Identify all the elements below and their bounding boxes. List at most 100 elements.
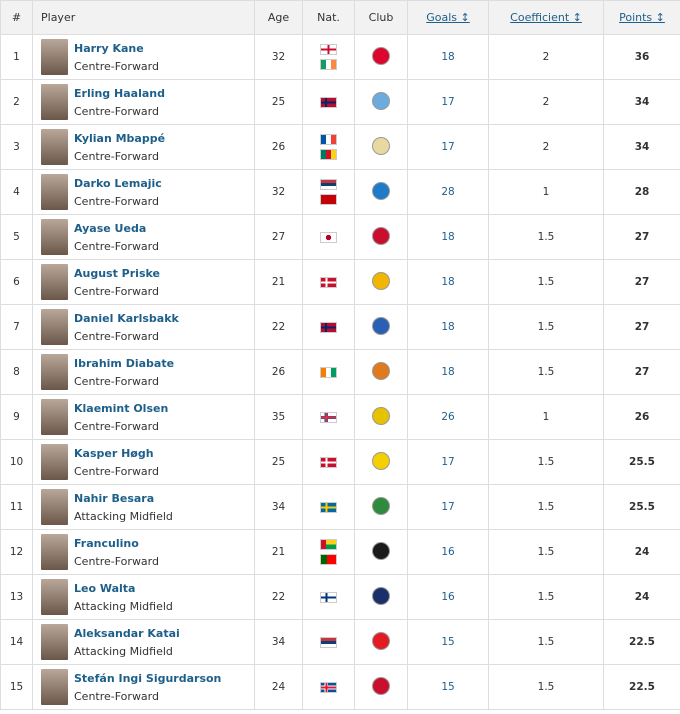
player-name-link[interactable]: Ibrahim Diabate xyxy=(74,356,175,370)
header-player: Player xyxy=(32,0,255,35)
table-row: 6 August Priske Centre-Forward 21 18 1.5 … xyxy=(0,259,680,305)
goals[interactable]: 17 xyxy=(407,79,489,125)
club-logo-icon[interactable] xyxy=(372,631,390,650)
points: 34 xyxy=(603,124,680,170)
player-name-link[interactable]: August Priske xyxy=(74,266,160,280)
flag-nor-icon xyxy=(320,321,337,333)
coefficient: 2 xyxy=(488,79,604,125)
club-logo-icon[interactable] xyxy=(372,406,390,425)
club-logo-icon[interactable] xyxy=(372,136,390,155)
flag-jpn-icon xyxy=(320,231,337,243)
player-name-link[interactable]: Harry Kane xyxy=(74,41,144,55)
sort-goals-button[interactable]: Goals ↕ xyxy=(407,0,489,35)
goals[interactable]: 18 xyxy=(407,304,489,350)
rank: 3 xyxy=(0,124,33,170)
player-name-link[interactable]: Aleksandar Katai xyxy=(74,626,180,640)
player-name-link[interactable]: Daniel Karlsbakk xyxy=(74,311,179,325)
player-name-link[interactable]: Erling Haaland xyxy=(74,86,165,100)
club-logo-icon[interactable] xyxy=(372,361,390,380)
goals[interactable]: 18 xyxy=(407,349,489,395)
coefficient: 1.5 xyxy=(488,664,604,710)
player-position: Centre-Forward xyxy=(74,59,159,73)
player-name-link[interactable]: Klaemint Olsen xyxy=(74,401,169,415)
player-name-link[interactable]: Ayase Ueda xyxy=(74,221,147,235)
goals[interactable]: 15 xyxy=(407,619,489,665)
table-row: 14 Aleksandar Katai Attacking Midfield 34… xyxy=(0,619,680,665)
rank: 6 xyxy=(0,259,33,305)
points: 27 xyxy=(603,349,680,395)
club-logo-icon[interactable] xyxy=(372,496,390,515)
player-position: Centre-Forward xyxy=(74,194,159,208)
player-name-link[interactable]: Stefán Ingi Sigurdarson xyxy=(74,671,222,685)
nationality-flags xyxy=(303,366,354,378)
player-photo xyxy=(41,39,68,75)
goals[interactable]: 16 xyxy=(407,574,489,620)
club-logo-icon[interactable] xyxy=(372,46,390,65)
rank: 15 xyxy=(0,664,33,710)
points: 34 xyxy=(603,79,680,125)
table-row: 3 Kylian Mbappé Centre-Forward 26 17 2 34 xyxy=(0,124,680,170)
table-row: 5 Ayase Ueda Centre-Forward 27 18 1.5 27 xyxy=(0,214,680,260)
goals[interactable]: 18 xyxy=(407,259,489,305)
flag-por-icon xyxy=(320,554,337,565)
club-logo-icon[interactable] xyxy=(372,271,390,290)
table-row: 12 Franculino Centre-Forward 21 16 1.5 24 xyxy=(0,529,680,575)
nationality-flags xyxy=(303,456,354,468)
flag-cmr-icon xyxy=(320,149,337,160)
nationality-flags xyxy=(303,501,354,513)
points: 27 xyxy=(603,304,680,350)
goals[interactable]: 17 xyxy=(407,439,489,485)
coefficient: 1.5 xyxy=(488,439,604,485)
age: 24 xyxy=(254,664,303,710)
goals[interactable]: 15 xyxy=(407,664,489,710)
nationality-flags xyxy=(303,231,354,243)
club-logo-icon[interactable] xyxy=(372,541,390,560)
sort-coefficient-button[interactable]: Coefficient ↕ xyxy=(488,0,604,35)
club-logo-icon[interactable] xyxy=(372,226,390,245)
player-photo xyxy=(41,354,68,390)
player-name-link[interactable]: Franculino xyxy=(74,536,139,550)
age: 34 xyxy=(254,619,303,665)
goals[interactable]: 26 xyxy=(407,394,489,440)
club-logo-icon[interactable] xyxy=(372,181,390,200)
club-logo-icon[interactable] xyxy=(372,316,390,335)
flag-irl-icon xyxy=(320,59,337,70)
goals[interactable]: 16 xyxy=(407,529,489,575)
rank: 4 xyxy=(0,169,33,215)
rank: 10 xyxy=(0,439,33,485)
goals[interactable]: 18 xyxy=(407,214,489,260)
nationality-flags xyxy=(303,681,354,693)
rank: 12 xyxy=(0,529,33,575)
player-position: Centre-Forward xyxy=(74,329,159,343)
player-name-link[interactable]: Nahir Besara xyxy=(74,491,155,505)
table-row: 2 Erling Haaland Centre-Forward 25 17 2 3… xyxy=(0,79,680,125)
goals[interactable]: 18 xyxy=(407,34,489,80)
player-name-link[interactable]: Kylian Mbappé xyxy=(74,131,166,145)
player-name-link[interactable]: Leo Walta xyxy=(74,581,136,595)
flag-isl-icon xyxy=(320,681,337,693)
sort-points-button[interactable]: Points ↕ xyxy=(603,0,680,35)
player-name-link[interactable]: Kasper Høgh xyxy=(74,446,154,460)
age: 32 xyxy=(254,169,303,215)
player-photo xyxy=(41,129,68,165)
goals[interactable]: 28 xyxy=(407,169,489,215)
player-photo xyxy=(41,264,68,300)
goals[interactable]: 17 xyxy=(407,484,489,530)
club-logo-icon[interactable] xyxy=(372,451,390,470)
player-photo xyxy=(41,534,68,570)
player-name-link[interactable]: Darko Lemajic xyxy=(74,176,162,190)
age: 34 xyxy=(254,484,303,530)
rank: 9 xyxy=(0,394,33,440)
flag-fra-icon xyxy=(320,134,337,145)
club-logo-icon[interactable] xyxy=(372,91,390,110)
club-logo-icon[interactable] xyxy=(372,586,390,605)
flag-nor-icon xyxy=(320,96,337,108)
player-photo xyxy=(41,219,68,255)
player-position: Attacking Midfield xyxy=(74,599,173,613)
goals[interactable]: 17 xyxy=(407,124,489,170)
rank: 14 xyxy=(0,619,33,665)
age: 25 xyxy=(254,439,303,485)
rank: 11 xyxy=(0,484,33,530)
flag-gnb-icon xyxy=(320,539,337,550)
club-logo-icon[interactable] xyxy=(372,676,390,695)
